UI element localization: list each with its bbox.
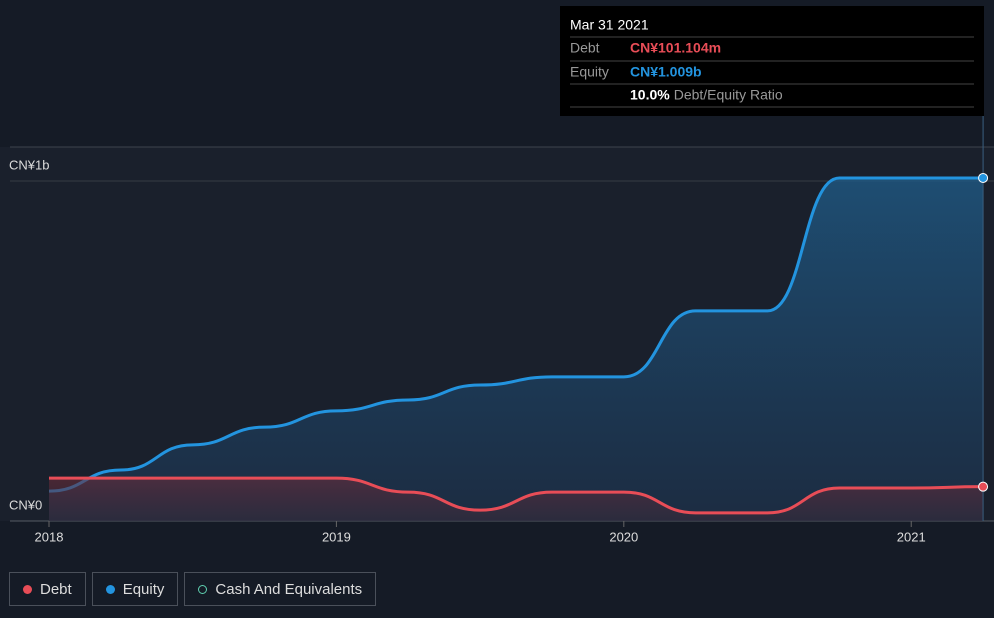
end-point	[978, 172, 989, 183]
legend-item[interactable]: Equity	[91, 572, 179, 606]
area	[49, 478, 984, 521]
x-tick-label: 2019	[322, 529, 351, 544]
legend-label: Debt	[40, 580, 72, 598]
legend-swatch	[105, 584, 115, 594]
chart: CN¥0 CN¥1b 2018 2019 2020 2021 Mar 31 2021 Debt…	[9, 6, 994, 545]
tooltip: Mar 31 2021 Debt CN¥101.104m Equity CN¥1.009…	[560, 6, 984, 116]
area	[49, 177, 984, 521]
tooltip-value: CN¥1.009b	[630, 64, 702, 80]
y-tick-label: CN¥1b	[9, 157, 49, 172]
end-point	[978, 481, 989, 492]
y-tick-label: CN¥0	[9, 497, 42, 512]
tooltip-value: 10.0%	[630, 87, 670, 103]
tooltip-label: Equity	[570, 64, 609, 80]
x-tick-label: 2020	[609, 529, 638, 544]
legend-label: Equity	[122, 580, 165, 598]
legend-label: Cash And Equivalents	[215, 580, 363, 598]
legend-item[interactable]: Debt	[9, 572, 86, 606]
x-tick-label: 2021	[897, 529, 926, 544]
legend-swatch	[23, 584, 32, 594]
tooltip-date: Mar 31 2021	[570, 17, 649, 33]
line	[48, 176, 984, 493]
tooltip-value: CN¥101.104m	[630, 40, 721, 56]
legend-swatch	[198, 584, 208, 594]
legend: Debt Equity Cash And Equivalents	[9, 572, 377, 606]
legend-item[interactable]: Cash And Equivalents	[184, 572, 377, 606]
line	[49, 476, 984, 515]
x-tick-label: 2018	[35, 529, 64, 544]
tooltip-label: Debt/Equity Ratio	[674, 87, 783, 103]
tooltip-label: Debt	[570, 40, 600, 56]
